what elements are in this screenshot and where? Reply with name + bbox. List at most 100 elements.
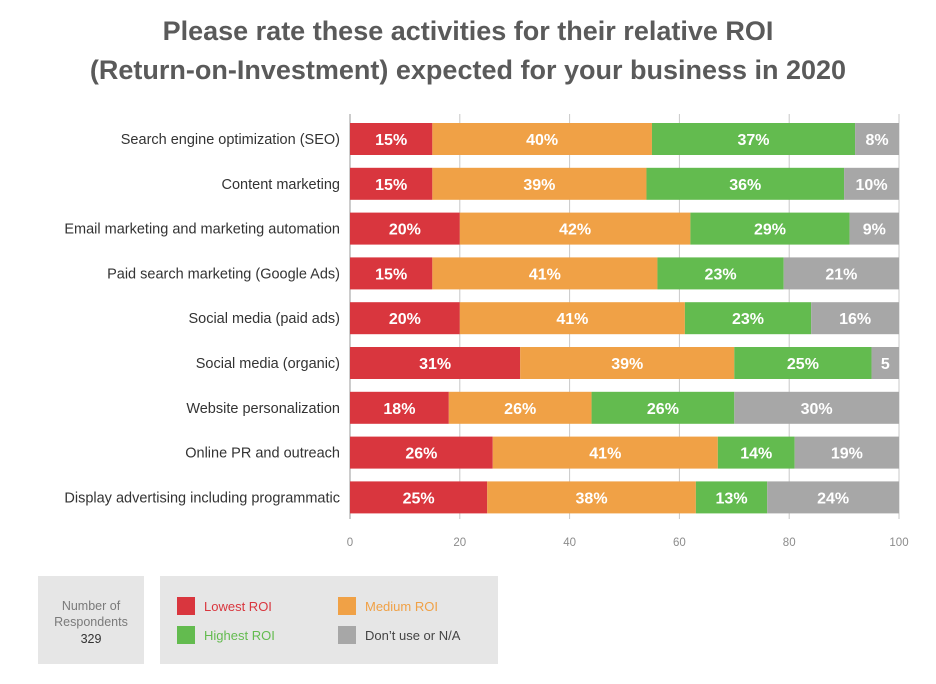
- bar-value-label: 15%: [375, 132, 407, 149]
- legend-label-highest-roi: Highest ROI: [204, 627, 275, 643]
- category-label: Social media (organic): [196, 356, 340, 372]
- bar-value-label: 15%: [375, 177, 407, 194]
- chart-title-line-1: Please rate these activities for their r…: [162, 16, 774, 46]
- bar-segment: [690, 212, 850, 245]
- bar-value-label: 26%: [504, 401, 536, 418]
- bar-value-label: 39%: [523, 177, 555, 194]
- bar-value-label: 25%: [787, 356, 819, 373]
- bar-segment: [811, 302, 899, 335]
- bar-segment: [684, 302, 812, 335]
- bar-segment: [432, 167, 647, 200]
- roi-stacked-bar-chart: 0 20 40 60 80 100 Search engine optimization (…: [64, 114, 909, 549]
- chart-title: Please rate these activities for their r…: [0, 12, 936, 90]
- legend-item-dont-use: Don’t use or N/A: [338, 625, 460, 645]
- bar-segment: [459, 302, 685, 335]
- bar-segment: [844, 167, 899, 200]
- bar-value-label: 23%: [732, 311, 764, 328]
- bar-value-label: 38%: [576, 490, 608, 507]
- x-tick-label: 80: [783, 537, 796, 549]
- bar-segment: [350, 481, 488, 514]
- bar-value-label: 19%: [831, 446, 863, 463]
- bar-value-label: 16%: [839, 311, 871, 328]
- x-tick-label: 0: [347, 537, 353, 549]
- legend-swatch-medium-roi: [338, 597, 356, 615]
- bar-segment: [350, 302, 460, 335]
- bar-value-label: 26%: [647, 401, 679, 418]
- legend: Lowest ROI Medium ROI Highest ROI Don’t …: [160, 576, 498, 664]
- bar-segment: [350, 212, 460, 245]
- bar-value-label: 18%: [383, 401, 415, 418]
- bar-segment: [350, 347, 521, 379]
- bar-segment: [350, 436, 493, 469]
- x-tick-label: 20: [453, 537, 466, 549]
- bar-value-label: 25%: [403, 490, 435, 507]
- bar-value-label: 10%: [856, 177, 888, 194]
- bar-value-label: 31%: [419, 356, 451, 373]
- category-label: Website personalization: [186, 401, 340, 417]
- bar-segment: [734, 347, 872, 379]
- bar-segment: [646, 167, 845, 200]
- bar-value-label: 23%: [705, 266, 737, 283]
- bar-value-label: 29%: [754, 222, 786, 239]
- category-label: Search engine optimization (SEO): [121, 132, 340, 148]
- bar-value-label: 36%: [729, 177, 761, 194]
- bar-segment: [783, 257, 899, 290]
- bar-value-label: 41%: [556, 311, 588, 328]
- bar-value-label: 13%: [716, 490, 748, 507]
- bar-value-label: 5: [881, 356, 890, 373]
- legend-swatch-highest-roi: [177, 626, 195, 644]
- respondents-box: Number of Respondents 329: [38, 576, 144, 664]
- bar-value-label: 42%: [559, 222, 591, 239]
- legend-item-medium-roi: Medium ROI: [338, 596, 438, 616]
- bar-segment: [432, 123, 652, 155]
- bar-value-label: 9%: [863, 222, 886, 239]
- category-label: Content marketing: [222, 177, 340, 193]
- bar-segment: [520, 347, 735, 379]
- bar-segment: [591, 391, 735, 424]
- x-tick-label: 100: [889, 537, 908, 549]
- respondents-label-line-2: Respondents: [54, 615, 128, 629]
- legend-swatch-dont-use: [338, 626, 356, 644]
- bar-segment: [717, 436, 795, 469]
- bar-value-label: 8%: [865, 132, 888, 149]
- category-label: Display advertising including programmat…: [64, 490, 340, 506]
- bar-value-label: 30%: [801, 401, 833, 418]
- bar-segment: [767, 481, 899, 514]
- bar-segment: [459, 212, 691, 245]
- legend-item-lowest-roi: Lowest ROI: [177, 596, 272, 616]
- bar-segment: [871, 347, 899, 379]
- respondents-count: 329: [80, 632, 102, 646]
- bar-segment: [734, 391, 899, 424]
- bar-value-label: 20%: [389, 222, 421, 239]
- bar-value-label: 20%: [389, 311, 421, 328]
- x-tick-label: 40: [563, 537, 576, 549]
- bar-value-label: 41%: [589, 446, 621, 463]
- bar-segment: [350, 257, 433, 290]
- bar-segment: [651, 123, 856, 155]
- legend-label-medium-roi: Medium ROI: [365, 598, 438, 614]
- bar-segment: [849, 212, 899, 245]
- category-label: Online PR and outreach: [185, 446, 340, 462]
- bar-value-label: 24%: [817, 490, 849, 507]
- respondents-label-line-1: Number of: [61, 599, 121, 613]
- legend-label-lowest-roi: Lowest ROI: [204, 598, 272, 614]
- chart-title-line-2: (Return-on-Investment) expected for your…: [89, 55, 847, 85]
- bar-value-label: 21%: [825, 266, 857, 283]
- category-label: Email marketing and marketing automation: [64, 222, 340, 238]
- bar-segment: [855, 123, 899, 155]
- legend-swatch-lowest-roi: [177, 597, 195, 615]
- bar-segment: [695, 481, 768, 514]
- bar-value-label: 40%: [526, 132, 558, 149]
- bar-segment: [487, 481, 696, 514]
- bar-value-label: 26%: [405, 446, 437, 463]
- category-label: Social media (paid ads): [188, 311, 340, 327]
- bar-segment: [350, 391, 449, 424]
- bar-segment: [350, 167, 433, 200]
- bar-segment: [432, 257, 658, 290]
- x-tick-label: 60: [673, 537, 686, 549]
- bar-value-label: 39%: [611, 356, 643, 373]
- bar-segment: [448, 391, 592, 424]
- bar-segment: [350, 123, 433, 155]
- bar-value-label: 37%: [737, 132, 769, 149]
- bar-value-label: 14%: [740, 446, 772, 463]
